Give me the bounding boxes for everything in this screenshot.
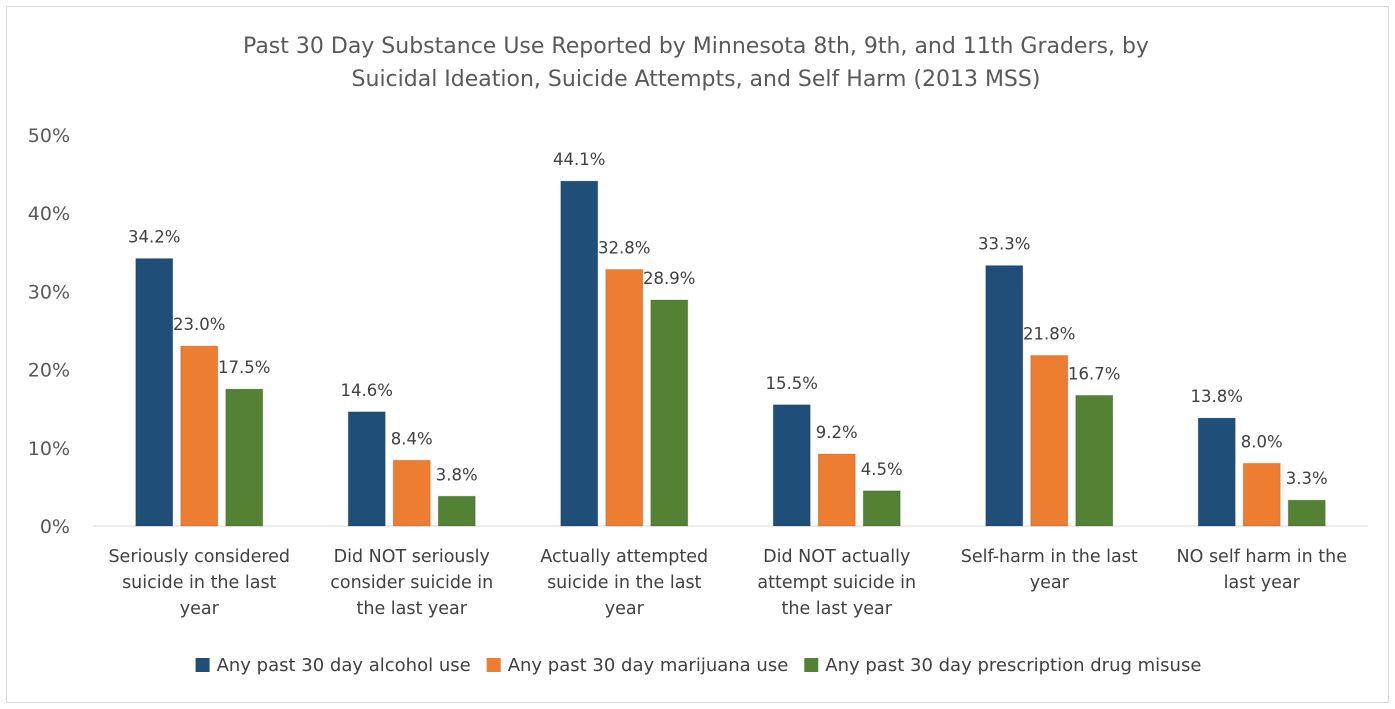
chart-svg: Past 30 Day Substance Use Reported by Mi… [28,34,1368,676]
x-tick-label: the last year [782,599,893,619]
data-label: 16.7% [1068,364,1120,383]
chart-title-line: Suicidal Ideation, Suicide Attempts, and… [352,67,1041,92]
bar [862,490,901,527]
data-label: 23.0% [173,315,225,334]
chart-frame: Past 30 Day Substance Use Reported by Mi… [6,6,1389,703]
bar [1197,417,1236,527]
x-tick-label: suicide in the last [122,573,276,593]
x-tick-label: attempt suicide in [757,573,916,593]
legend: Any past 30 day alcohol use Any past 30 d… [195,655,1201,676]
data-label: 44.1% [553,150,605,169]
x-tick-label: suicide in the last [547,573,701,593]
bar [225,388,264,527]
bar [347,411,386,527]
chart-title-line: Past 30 Day Substance Use Reported by Mi… [243,34,1149,59]
y-tick-label: 30% [28,281,70,303]
legend-label: Any past 30 day prescription drug misuse [825,655,1201,676]
x-tick-label: Did NOT actually [763,547,910,567]
data-label: 34.2% [128,228,180,247]
x-tick-label: last year [1224,573,1301,593]
y-tick-label: 0% [40,516,70,538]
x-axis-labels: Seriously considered suicide in the last y… [108,547,1347,619]
x-tick-label: consider suicide in [330,573,493,593]
data-label: 15.5% [766,374,818,393]
y-tick-label: 40% [28,203,70,225]
legend-swatch [195,658,210,672]
x-tick-label: Actually attempted [540,547,708,567]
y-axis: 0% 10% 20% 30% 40% 50% [28,125,70,538]
bar [650,299,689,527]
data-label: 33.3% [978,235,1030,254]
x-tick-label: year [1030,573,1070,593]
x-tick-label: Seriously considered [108,547,290,567]
data-label: 3.3% [1286,469,1328,488]
data-label: 13.8% [1191,387,1243,406]
bar [180,345,219,527]
bar [1075,394,1114,527]
data-label: 8.0% [1241,432,1283,451]
chart-title: Past 30 Day Substance Use Reported by Mi… [243,34,1149,92]
bar [772,404,811,527]
y-tick-label: 10% [28,438,70,460]
bar [1287,499,1326,527]
data-label: 14.6% [341,381,393,400]
legend-swatch [804,658,819,672]
bar [392,459,431,527]
bar [437,495,476,527]
bar [605,269,644,527]
x-tick-label: year [180,599,220,619]
bar [135,258,174,527]
bars [135,180,1326,527]
bar [817,453,856,527]
data-label: 4.5% [861,460,903,479]
bar [560,180,599,527]
legend-label: Any past 30 day marijuana use [508,655,789,676]
data-label: 28.9% [643,269,695,288]
x-tick-label: Self-harm in the last [961,547,1138,567]
legend-item: Any past 30 day prescription drug misuse [804,655,1201,676]
legend-swatch [486,658,501,672]
data-label: 8.4% [391,429,433,448]
x-tick-label: year [605,599,645,619]
bar [1242,462,1281,527]
bar [985,265,1024,527]
bar [1030,355,1069,527]
data-labels: 34.2%14.6%44.1%15.5%33.3%13.8%23.0%8.4%3… [128,150,1328,488]
data-label: 17.5% [218,358,270,377]
x-tick-label: the last year [357,599,468,619]
legend-label: Any past 30 day alcohol use [217,655,471,676]
data-label: 32.8% [598,239,650,258]
data-label: 21.8% [1023,325,1075,344]
x-tick-label: Did NOT seriously [334,547,490,567]
x-tick-label: NO self harm in the [1177,547,1347,567]
legend-item: Any past 30 day marijuana use [486,655,789,676]
legend-item: Any past 30 day alcohol use [195,655,471,676]
data-label: 3.8% [436,465,478,484]
data-label: 9.2% [816,423,858,442]
y-tick-label: 50% [28,125,70,147]
y-tick-label: 20% [28,360,70,382]
